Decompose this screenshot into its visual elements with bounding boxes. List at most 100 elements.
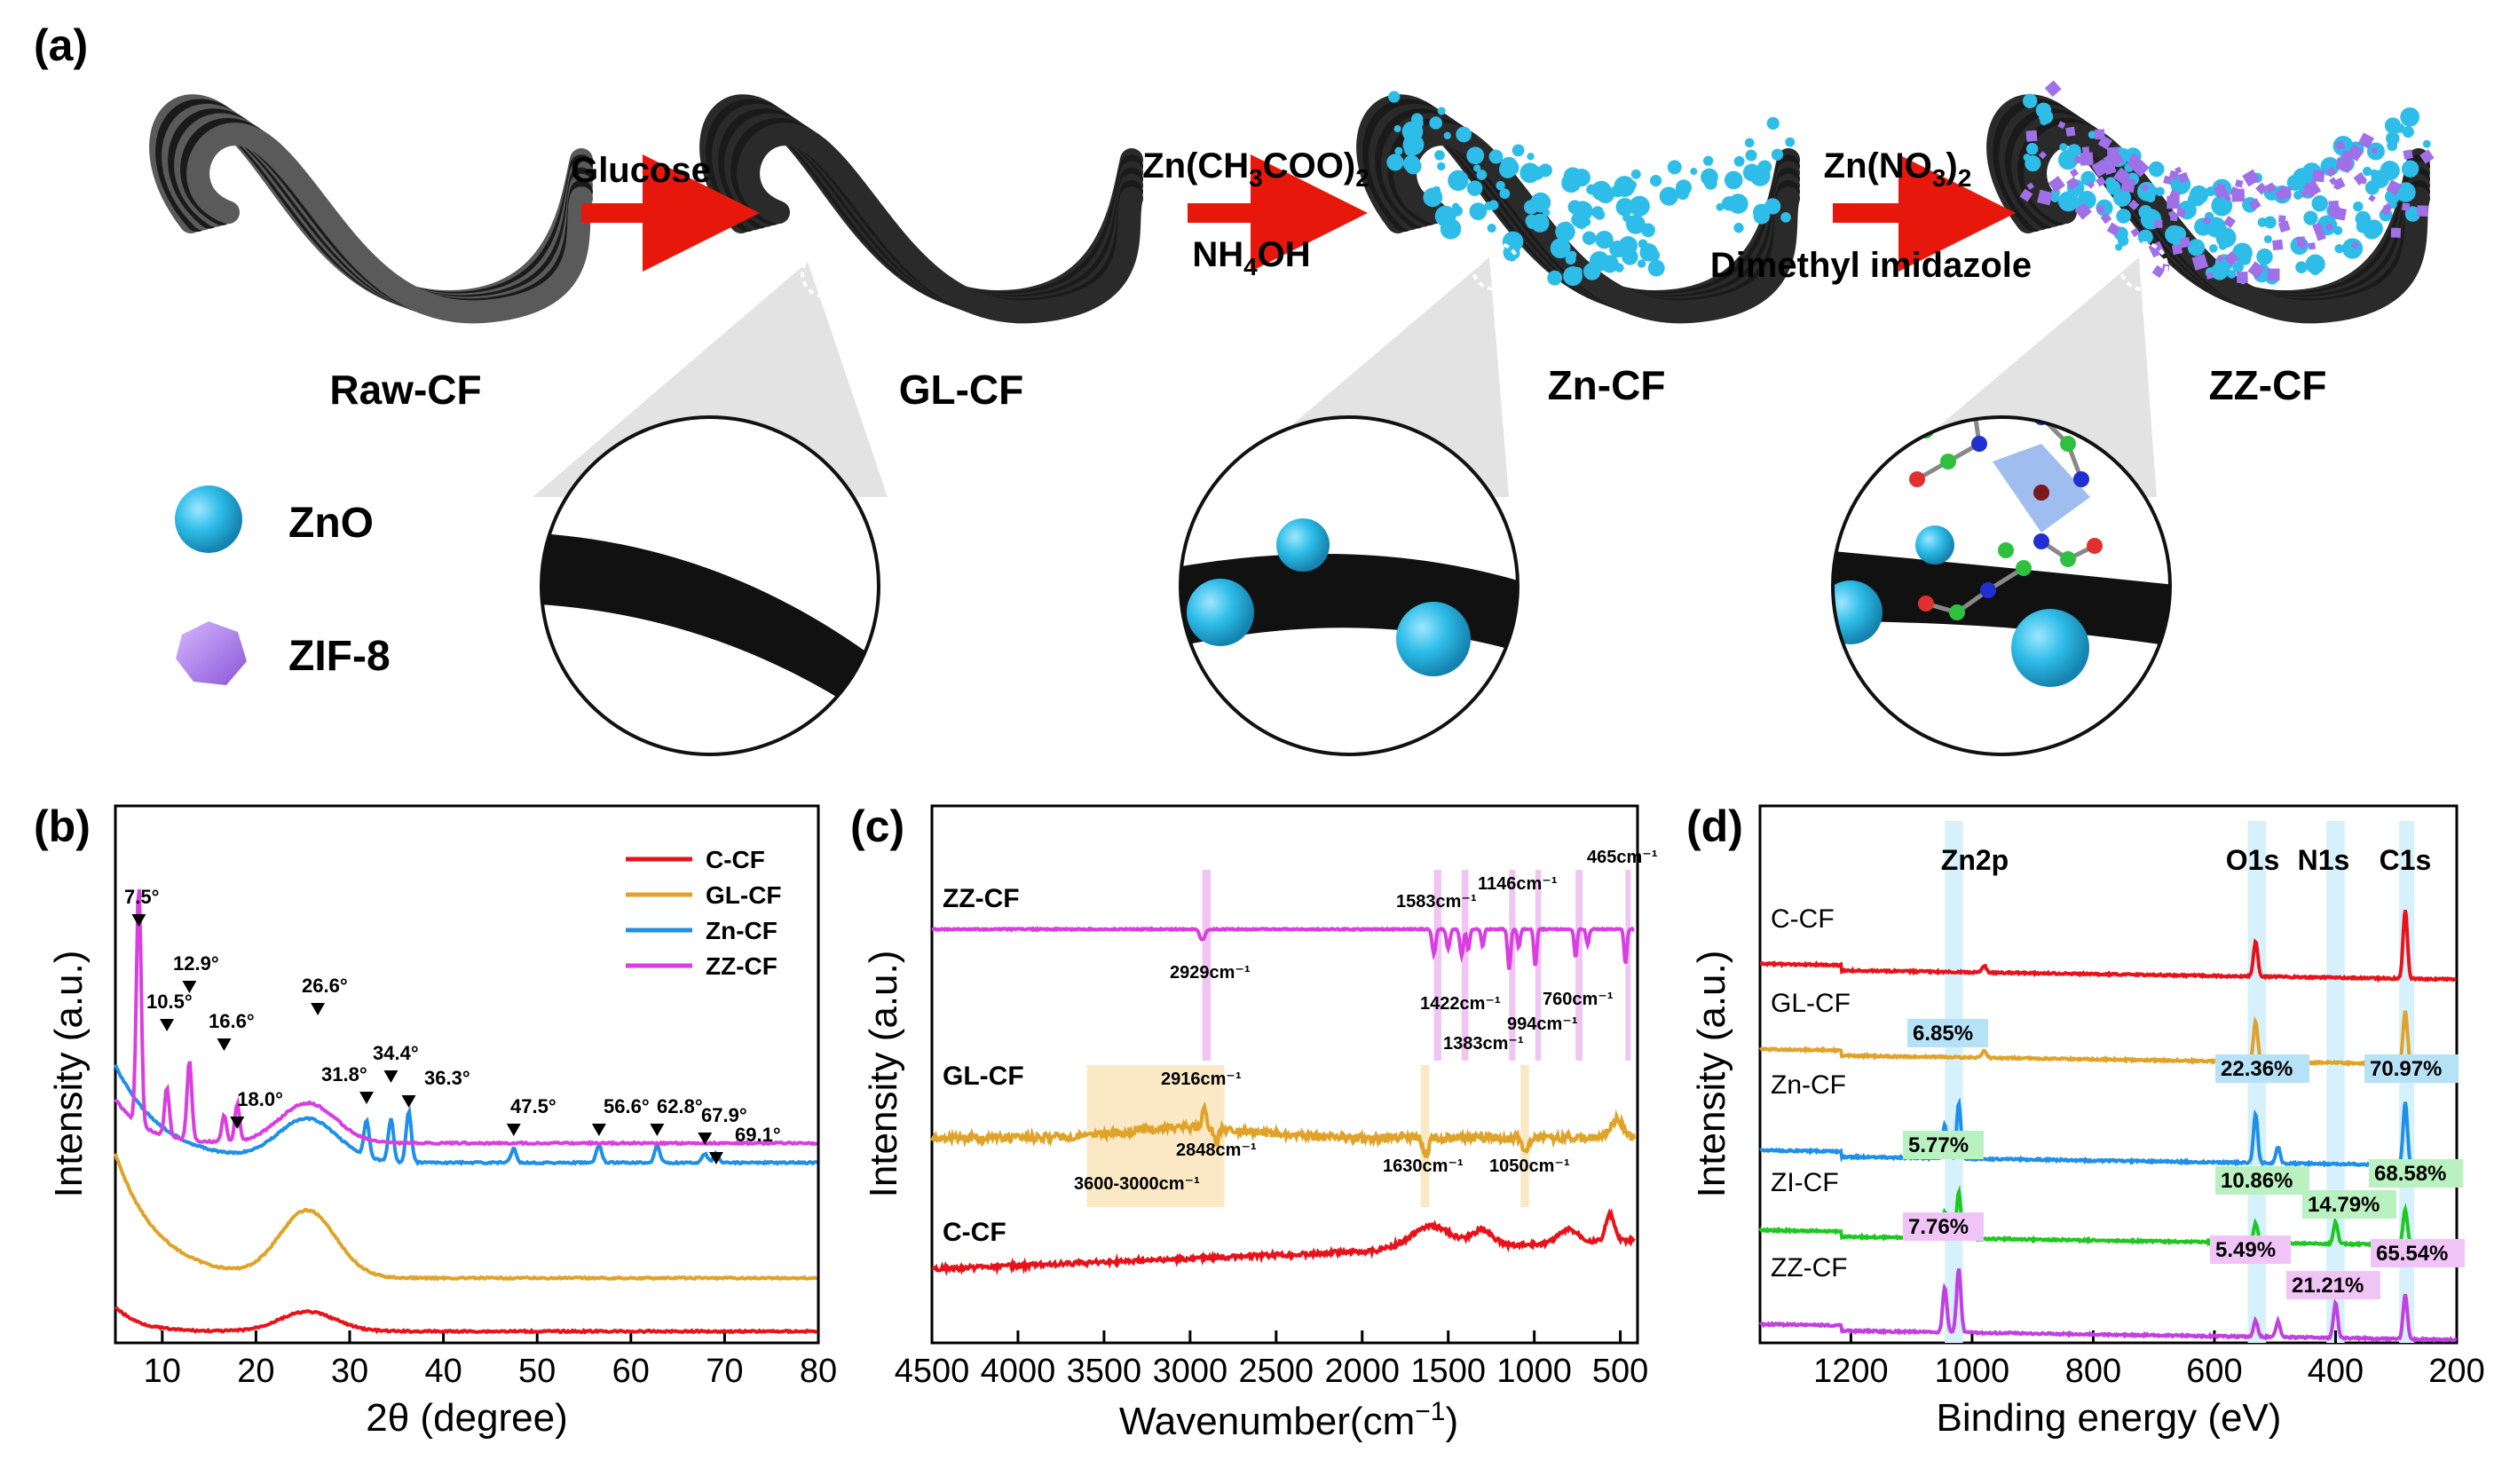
ftir-band [1433, 870, 1441, 1061]
raw-cf-bundle-illustration [149, 94, 593, 324]
zno-particle [1690, 168, 1698, 176]
zif8-crystal [2120, 178, 2136, 193]
zif8-crystal [2057, 121, 2066, 130]
zif8-crystal [2175, 208, 2186, 217]
zoom-circle-gl [540, 415, 880, 756]
fiber-strand [737, 122, 1143, 324]
zno-particle [2137, 229, 2153, 245]
legend-zno-label: ZnO [288, 500, 374, 547]
zno-particle [2286, 174, 2303, 191]
xrd-peak-marker [591, 1124, 606, 1136]
ftir-line-zz-cf [931, 926, 1635, 970]
zif8-crystal [2236, 271, 2248, 284]
xps-region-label: C1s [2380, 844, 2432, 876]
zif8-crystal [2347, 144, 2364, 162]
xps-line-zz-cf [1758, 1267, 2458, 1344]
zif8-crystal [2296, 236, 2306, 246]
zno-particle [1484, 201, 1494, 211]
zno-particle [2400, 107, 2420, 127]
zif8-crystal [2277, 220, 2291, 233]
xrd-line-zz-cf [114, 888, 817, 1147]
molecule-atom [2033, 533, 2049, 549]
xrd-peak-label: 67.9° [701, 1104, 747, 1126]
xrd-peak-label: 12.9° [173, 952, 219, 975]
xrd-x-tick-label: 20 [237, 1353, 274, 1390]
xrd-line-c-cf [114, 1306, 818, 1335]
zno-particle [1448, 170, 1469, 192]
zif8-crystal [2255, 182, 2269, 195]
xrd-peak-label: 56.6° [604, 1095, 650, 1117]
xps-line-c-cf [1759, 910, 2457, 983]
zoom-circle-zn [1179, 415, 1519, 756]
zno-particle [1733, 223, 1744, 233]
zinc-center-atom [2033, 485, 2049, 501]
zif8-crystal [2202, 216, 2212, 225]
xrd-peak-marker [217, 1038, 232, 1051]
zno-particle [1550, 238, 1571, 259]
zif8-crystal [2242, 169, 2260, 187]
zno-particle [1582, 217, 1591, 226]
stage-label-zz-cf: ZZ-CF [2209, 362, 2327, 408]
zno-particle [2232, 261, 2244, 273]
zif8-crystal [2272, 239, 2284, 251]
ftir-line-c-cf [931, 1208, 1636, 1276]
zoom-circle-zz [1831, 415, 2172, 756]
xrd-x-tick-label: 60 [612, 1353, 650, 1390]
ftir-x-axis-ticks: 4500 4000 3500 3000 2500 2000 1500 1000 500 [895, 1330, 1648, 1390]
molecule-atom [2087, 538, 2103, 554]
ftir-band [1575, 870, 1583, 1061]
ftir-annotation: 1422cm⁻¹ [1420, 994, 1501, 1014]
ftir-annotation: 760cm⁻¹ [1543, 990, 1614, 1009]
zno-particle [1629, 195, 1650, 217]
xps-percent-label: 10.86% [2221, 1169, 2293, 1193]
zno-particle [1466, 180, 1483, 196]
zno-particle [2057, 191, 2079, 212]
zno-particle [1456, 126, 1472, 143]
xps-x-axis-label: Binding energy (eV) [1937, 1396, 2282, 1440]
zif8-crystal [2168, 170, 2179, 180]
xrd-legend-label: Zn-CF [706, 917, 777, 944]
zno-particle [1649, 174, 1662, 187]
zno-particle [2353, 201, 2364, 212]
zno-particle [2209, 244, 2218, 253]
zno-particle [2295, 261, 2308, 273]
ftir-x-tick-label: 1000 [1496, 1353, 1572, 1390]
xrd-peak-marker [311, 1003, 326, 1015]
molecule-atom [2060, 551, 2076, 567]
stage-label-gl-cf: GL-CF [899, 367, 1024, 413]
zno-particle [1745, 149, 1757, 162]
zif8-crystal [2265, 182, 2277, 193]
xps-percent-label: 68.58% [2374, 1162, 2446, 1186]
molecule-atom [2060, 436, 2076, 452]
zif8-crystal [2094, 129, 2105, 140]
zno-particle [1728, 193, 1748, 214]
xrd-x-axis-label: 2θ (degree) [366, 1396, 567, 1440]
xps-percent-label: 7.76% [1908, 1215, 1969, 1239]
zno-particle [2227, 269, 2237, 279]
ftir-annotation: 994cm⁻¹ [1507, 1014, 1578, 1034]
zif8-crystal [2419, 149, 2435, 164]
ftir-band [1625, 870, 1631, 1061]
zif8-crystal [2168, 189, 2181, 202]
zno-particle [2303, 210, 2318, 225]
zif8-crystal [2206, 272, 2214, 280]
xrd-peak-marker [698, 1133, 713, 1145]
zno-particle [2189, 185, 2209, 205]
zif8-crystal [2390, 227, 2401, 238]
ftir-band [1202, 870, 1212, 1061]
zif8-crystal [2353, 171, 2367, 186]
ftir-series-label: C-CF [943, 1218, 1006, 1247]
zno-particle [2165, 225, 2184, 244]
xps-x-tick-label: 1200 [1813, 1353, 1889, 1390]
zno-particle [1512, 144, 1525, 157]
molecule-atom [1971, 436, 1987, 452]
zif8-crystal [2131, 158, 2150, 178]
zif8-crystal [2154, 219, 2163, 228]
zno-particle [1571, 212, 1586, 227]
xrd-x-tick-label: 40 [424, 1353, 462, 1390]
zno-particle [1600, 255, 1619, 273]
zif8-crystal [2401, 202, 2411, 211]
zif8-crystal [2087, 180, 2096, 189]
zno-particle [1469, 202, 1488, 220]
xrd-line-gl-cf [114, 1153, 817, 1282]
